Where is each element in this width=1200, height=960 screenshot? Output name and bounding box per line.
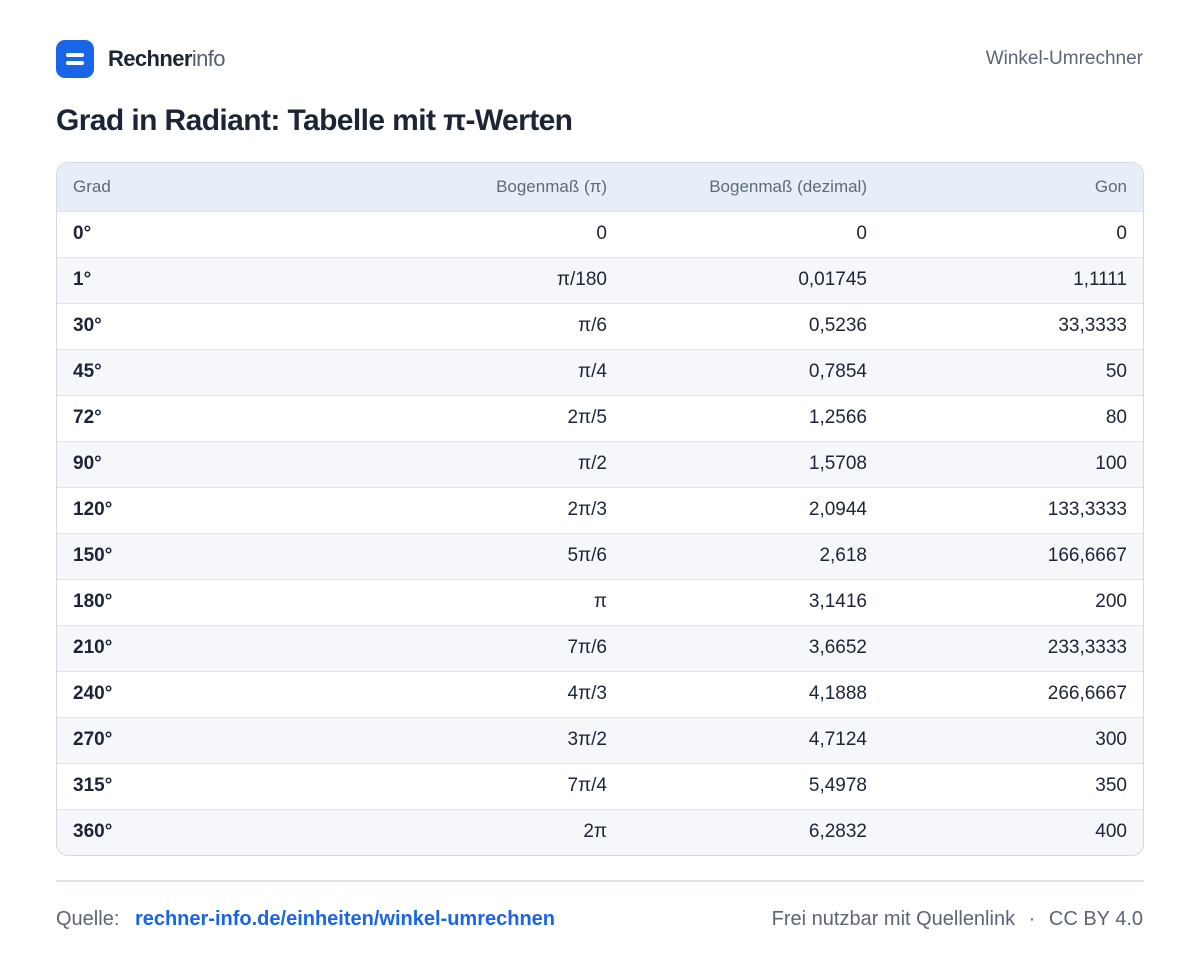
brand[interactable]: Rechnerinfo [56,40,226,78]
cell-gon: 350 [1095,775,1127,796]
footer-divider [56,880,1144,882]
license-text: Frei nutzbar mit Quellenlink [771,907,1016,930]
cell-bogenmass-dezimal: 2,618 [819,545,867,566]
cell-bogenmass-pi: π [593,591,607,612]
cell-bogenmass-pi: 7π/6 [567,637,607,658]
cell-bogenmass-pi: π/6 [578,315,607,336]
license-info: Frei nutzbar mit Quellenlink · CC BY 4.0 [772,908,1143,931]
table-row: 1° π/180 0,01745 1,1111 [57,257,1143,303]
table-row: 315° 7π/4 5,4978 350 [57,763,1143,809]
separator: · [1028,907,1036,930]
cell-bogenmass-dezimal: 4,1888 [808,683,867,704]
cell-grad: 210° [73,637,113,658]
cell-bogenmass-pi: 2π/5 [567,407,607,428]
table-row: 360° 2π 6,2832 400 [57,809,1143,855]
table-row: 270° 3π/2 4,7124 300 [57,717,1143,763]
cell-gon: 33,3333 [1058,315,1127,336]
cell-bogenmass-dezimal: 1,2566 [808,407,867,428]
cell-bogenmass-dezimal: 6,2832 [808,821,867,843]
cell-bogenmass-pi: 5π/6 [567,545,607,566]
cell-gon: 50 [1105,361,1127,382]
license-name: CC BY 4.0 [1048,907,1143,930]
cell-gon: 400 [1095,821,1127,843]
cell-bogenmass-pi: 0 [596,223,607,244]
cell-bogenmass-dezimal: 4,7124 [808,729,867,750]
table-row: 72° 2π/5 1,2566 80 [57,395,1143,441]
cell-bogenmass-pi: 2π/3 [567,499,607,520]
cell-gon: 1,1111 [1073,269,1127,290]
table-row: 45° π/4 0,7854 50 [57,349,1143,395]
table-header-row: Grad Bogenmaß (π) Bogenmaß (dezimal) Gon [57,163,1143,211]
table-row: 180° π 3,1416 200 [57,579,1143,625]
cell-gon: 100 [1095,453,1127,474]
page-header: Rechnerinfo Winkel-Umrechner [56,40,1143,78]
brand-name-light: info [191,46,226,71]
page-footer: Quelle: rechner-info.de/einheiten/winkel… [56,904,1143,934]
cell-gon: 80 [1105,407,1127,428]
cell-grad: 30° [73,315,102,336]
column-header-bogenmass-pi: Bogenmaß (π) [496,176,607,196]
page-title: Grad in Radiant: Tabelle mit π-Werten [56,104,573,137]
cell-bogenmass-pi: π/180 [556,269,607,290]
cell-grad: 150° [73,545,113,566]
table-row: 90° π/2 1,5708 100 [57,441,1143,487]
cell-grad: 90° [73,453,102,474]
source: Quelle: rechner-info.de/einheiten/winkel… [56,908,555,931]
cell-grad: 45° [73,361,102,382]
cell-grad: 72° [73,407,102,428]
list-icon [56,40,94,78]
source-link[interactable]: rechner-info.de/einheiten/winkel-umrechn… [134,907,556,930]
brand-name: Rechnerinfo [108,46,226,72]
cell-bogenmass-dezimal: 0,5236 [808,315,867,336]
cell-gon: 0 [1116,223,1127,244]
table-row: 0° 0 0 0 [57,211,1143,257]
cell-gon: 266,6667 [1047,683,1127,704]
cell-bogenmass-pi: π/2 [578,453,607,474]
cell-bogenmass-dezimal: 5,4978 [808,775,867,796]
cell-bogenmass-pi: 2π [583,821,607,843]
source-label: Quelle: [56,907,120,930]
cell-bogenmass-dezimal: 0,7854 [808,361,867,382]
nav-title[interactable]: Winkel-Umrechner [985,48,1143,69]
cell-gon: 233,3333 [1047,637,1127,658]
cell-grad: 315° [73,775,113,796]
cell-grad: 1° [73,269,92,290]
column-header-bogenmass-dezimal: Bogenmaß (dezimal) [709,176,867,196]
cell-grad: 180° [73,591,113,612]
cell-bogenmass-pi: 7π/4 [567,775,607,796]
cell-grad: 0° [73,223,92,244]
cell-gon: 166,6667 [1047,545,1127,566]
cell-grad: 270° [73,729,113,750]
brand-name-bold: Rechner [108,46,192,71]
cell-bogenmass-dezimal: 0,01745 [798,269,867,290]
cell-bogenmass-dezimal: 0 [856,223,867,244]
cell-grad: 360° [73,821,113,843]
cell-bogenmass-pi: π/4 [578,361,607,382]
table-row: 120° 2π/3 2,0944 133,3333 [57,487,1143,533]
table-row: 240° 4π/3 4,1888 266,6667 [57,671,1143,717]
column-header-grad: Grad [73,176,111,196]
cell-gon: 200 [1095,591,1127,612]
table-row: 30° π/6 0,5236 33,3333 [57,303,1143,349]
cell-bogenmass-dezimal: 3,6652 [808,637,867,658]
conversion-table: Grad Bogenmaß (π) Bogenmaß (dezimal) Gon… [56,162,1144,856]
cell-bogenmass-dezimal: 1,5708 [808,453,867,474]
cell-grad: 120° [73,499,113,520]
cell-gon: 300 [1095,729,1127,750]
column-header-gon: Gon [1094,176,1127,196]
cell-bogenmass-pi: 4π/3 [567,683,607,704]
cell-bogenmass-pi: 3π/2 [567,729,607,750]
cell-bogenmass-dezimal: 3,1416 [808,591,867,612]
table-row: 150° 5π/6 2,618 166,6667 [57,533,1143,579]
cell-bogenmass-dezimal: 2,0944 [808,499,867,520]
cell-gon: 133,3333 [1047,499,1127,520]
cell-grad: 240° [73,683,113,704]
table-row: 210° 7π/6 3,6652 233,3333 [57,625,1143,671]
